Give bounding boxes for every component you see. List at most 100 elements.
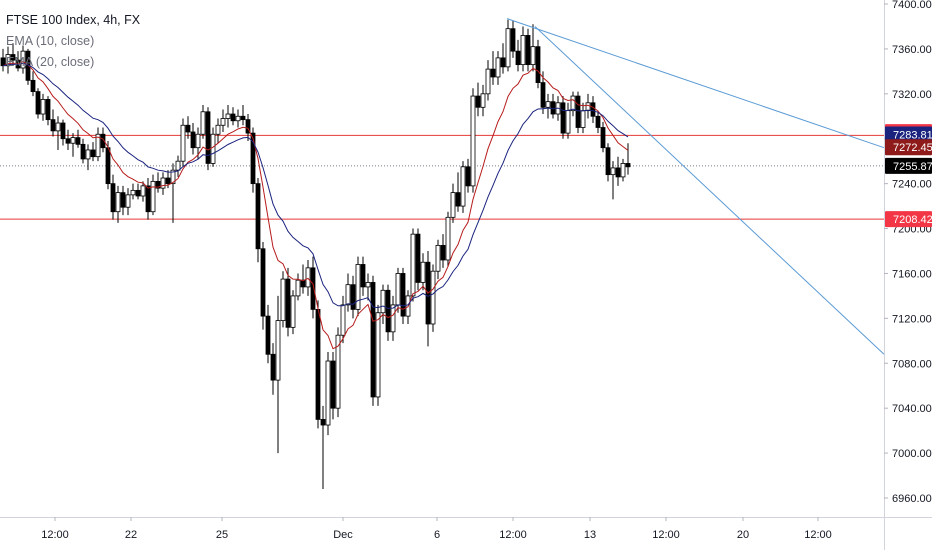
candle-body <box>615 167 621 178</box>
candle <box>455 172 461 212</box>
candle <box>50 109 56 137</box>
candle <box>580 102 586 134</box>
price-badge: 7283.81 <box>885 126 932 143</box>
candle-body <box>65 138 71 144</box>
time-tick-label: 13 <box>584 529 596 541</box>
candle <box>480 84 486 117</box>
candle <box>0 48 6 72</box>
candle-body <box>390 304 396 333</box>
candle-body <box>145 185 151 213</box>
candle-body <box>225 113 231 119</box>
candle <box>120 185 126 216</box>
candle-body <box>190 131 196 149</box>
candle <box>235 109 241 128</box>
price-badge-bg <box>885 126 932 143</box>
candle <box>610 161 616 200</box>
price-tick-label: 7080.00 <box>892 358 932 370</box>
candle-body <box>450 192 456 218</box>
chart-title: FTSE 100 Index, 4h, FX <box>6 13 141 27</box>
candle <box>225 105 231 128</box>
candle <box>175 155 181 177</box>
candle <box>270 343 276 395</box>
candle <box>520 26 526 72</box>
candle-body <box>260 248 266 317</box>
candle <box>370 275 376 406</box>
candle-body <box>160 177 166 189</box>
price-tick-label: 7160.00 <box>892 268 932 280</box>
candle <box>470 88 476 193</box>
candle <box>285 267 291 337</box>
candle <box>420 253 426 291</box>
candle <box>255 178 261 263</box>
candle-body <box>180 124 186 162</box>
candle-body <box>475 95 481 108</box>
candle <box>150 174 156 216</box>
candle <box>185 116 191 139</box>
candle-body <box>285 278 291 328</box>
candle-body <box>85 149 91 160</box>
candle <box>500 43 506 74</box>
candle <box>70 133 76 157</box>
candle-body <box>30 79 36 92</box>
candle-body <box>290 295 296 328</box>
candle <box>280 271 286 328</box>
candle <box>530 24 536 72</box>
indicator-ema20[interactable]: EMA (20, close) <box>6 55 95 69</box>
candle-body <box>520 35 526 66</box>
candle <box>570 91 576 117</box>
ema-lines <box>2 61 629 350</box>
candle <box>565 102 571 139</box>
candle <box>575 91 581 134</box>
candle-body <box>120 192 126 208</box>
price-tick-label: 7240.00 <box>892 179 932 191</box>
candles-layer <box>0 19 631 490</box>
candle <box>545 93 551 119</box>
candle-body <box>175 160 181 171</box>
candle <box>335 327 341 418</box>
candle <box>365 273 371 301</box>
candle <box>490 51 496 85</box>
price-badge-label: 7272.45 <box>893 142 932 154</box>
price-badge-label: 7255.87 <box>893 161 932 173</box>
horizontal-lines <box>0 134 884 220</box>
candle <box>440 234 446 268</box>
candle-body <box>35 91 41 115</box>
candle <box>600 121 606 153</box>
candle-body <box>525 35 531 66</box>
candle-body <box>220 118 226 126</box>
candle <box>505 19 511 72</box>
candle <box>260 242 266 330</box>
candle <box>350 275 356 319</box>
candle <box>410 228 416 302</box>
candle <box>400 267 406 324</box>
price-tick-label: 7040.00 <box>892 403 932 415</box>
candle-body <box>430 270 436 325</box>
candle-body <box>440 244 446 261</box>
candle-body <box>90 149 96 158</box>
candle <box>110 174 116 220</box>
price-tick-label: 7000.00 <box>892 448 932 460</box>
candle <box>485 60 491 101</box>
candle-body <box>570 95 576 112</box>
candle-body <box>130 189 136 196</box>
ema-20-line <box>2 62 629 309</box>
candle <box>55 116 61 150</box>
time-tick-label: 12:00 <box>804 529 832 541</box>
candle <box>65 129 71 150</box>
candle-body <box>610 167 616 176</box>
candle-body <box>165 177 171 185</box>
candle <box>250 127 256 193</box>
candle-body <box>465 166 471 187</box>
candle-body <box>595 115 601 128</box>
candle-body <box>605 147 611 176</box>
indicator-ema10[interactable]: EMA (10, close) <box>6 34 95 48</box>
candle-body <box>480 93 486 108</box>
candle-body <box>5 54 11 67</box>
candle <box>10 43 16 66</box>
trendline <box>534 26 885 355</box>
candle-body <box>435 244 441 272</box>
candle <box>355 256 361 317</box>
candle-body <box>70 137 76 144</box>
